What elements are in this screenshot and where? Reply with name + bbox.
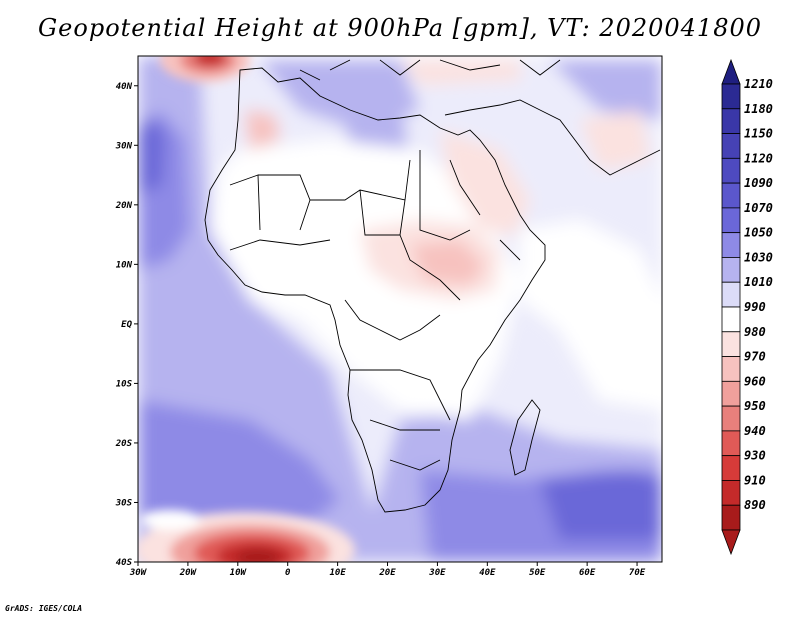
- colorbar-label: 1180: [744, 102, 773, 116]
- colorbar-label: 1070: [744, 201, 773, 215]
- colorbar-label: 960: [744, 374, 766, 388]
- colorbar-swatch: [721, 232, 741, 258]
- colorbar-swatch: [721, 504, 741, 531]
- lon-tick-label: 70E: [629, 568, 646, 578]
- lon-tick-label: 20W: [179, 568, 198, 578]
- colorbar-swatch: [721, 83, 741, 110]
- lat-tick-label: 10S: [116, 379, 133, 389]
- lon-tick-label: 20E: [378, 568, 396, 578]
- colorbar-swatch: [721, 108, 741, 134]
- lat-tick-label: 40N: [116, 82, 133, 92]
- colorbar-swatch: [721, 455, 741, 481]
- colorbar-label: 990: [744, 300, 766, 314]
- colorbar-label: 1090: [744, 176, 773, 190]
- lon-tick-label: 30W: [129, 568, 148, 578]
- colorbar-swatch: [721, 281, 741, 308]
- colorbar-swatch: [721, 331, 741, 357]
- height-field: [138, 56, 662, 562]
- colorbar-swatch: [721, 480, 741, 506]
- colorbar-label: 1150: [744, 127, 773, 141]
- colorbar-label: 1120: [744, 151, 773, 165]
- colorbar-swatch: [721, 157, 741, 184]
- lat-tick-label: 20N: [115, 201, 133, 211]
- lat-tick-label: 40S: [116, 558, 133, 568]
- lat-tick-label: EQ: [121, 320, 132, 330]
- lon-tick-label: 40E: [479, 568, 496, 578]
- colorbar-label: 1030: [744, 250, 773, 264]
- lon-tick-label: 0: [285, 568, 291, 578]
- lon-tick-label: 10W: [230, 568, 248, 578]
- colorbar-label: 1010: [744, 275, 773, 289]
- colorbar-swatch: [721, 182, 741, 209]
- lat-tick-label: 30N: [115, 141, 133, 151]
- lon-tick-label: 50E: [529, 568, 546, 578]
- latitude-ticks: 40N 30N 20N 10N EQ 10S 20S 30S 40S: [115, 82, 138, 568]
- colorbar-swatch: [721, 430, 741, 457]
- map-title: Geopotential Height at 900hPa [gpm], VT:…: [38, 14, 762, 42]
- grads-credit: GrADS: IGES/COLA: [5, 604, 83, 613]
- colorbar-label: 930: [744, 449, 766, 463]
- colorbar-label: 950: [744, 399, 766, 413]
- lat-tick-label: 30S: [115, 498, 133, 508]
- colorbar-swatch: [721, 207, 741, 234]
- colorbar-label: 980: [744, 325, 766, 339]
- colorbar-label: 940: [744, 424, 766, 438]
- lat-tick-label: 20S: [115, 439, 133, 449]
- colorbar-label: 970: [744, 350, 766, 364]
- coastlines: [204, 59, 661, 513]
- colorbar-swatch: [721, 380, 741, 407]
- longitude-ticks: 30W 20W 10W 0 10E 20E 30E 40E 50E 60E 70E: [129, 562, 646, 578]
- lon-tick-label: 60E: [579, 568, 596, 578]
- colorbar-top-arrow: [721, 58, 741, 85]
- lon-tick-label: 30E: [428, 568, 446, 578]
- colorbar: 1210 1180 1150 1120 1090 1070 1050 1030 1010 990 9…: [721, 58, 773, 556]
- colorbar-label: 910: [744, 473, 766, 487]
- colorbar-swatch: [721, 257, 741, 283]
- colorbar-bottom-arrow: [721, 529, 741, 556]
- colorbar-label: 1210: [744, 77, 773, 91]
- plot-frame: [137, 55, 663, 563]
- lat-tick-label: 10N: [116, 260, 133, 270]
- colorbar-swatch: [721, 356, 741, 382]
- colorbar-label: 1050: [744, 226, 773, 240]
- colorbar-swatch: [721, 306, 741, 333]
- colorbar-label: 890: [744, 498, 766, 512]
- lon-tick-label: 10E: [329, 568, 346, 578]
- colorbar-swatch: [721, 133, 741, 159]
- colorbar-swatch: [721, 405, 741, 432]
